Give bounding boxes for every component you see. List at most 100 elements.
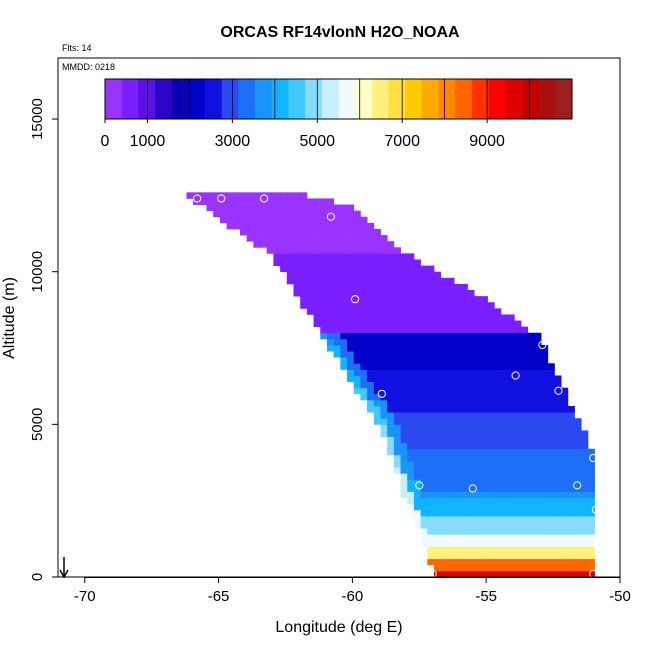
heatmap-cell: [480, 393, 488, 401]
heatmap-cell: [373, 253, 381, 260]
heatmap-cell: [306, 222, 314, 230]
heatmap-cell: [514, 564, 522, 572]
heatmap-cell: [454, 558, 462, 566]
heatmap-cell: [487, 369, 495, 376]
heatmap-cell: [326, 198, 335, 205]
heatmap-cell: [293, 222, 301, 230]
heatmap-cell: [427, 485, 435, 492]
heatmap-cell: [360, 222, 368, 230]
heatmap-cell: [474, 351, 482, 358]
heatmap-cell: [440, 326, 448, 334]
heatmap-cell: [300, 198, 308, 205]
heatmap-cell: [454, 430, 462, 437]
heatmap-cell: [434, 522, 442, 529]
heatmap-cell: [393, 338, 401, 346]
heatmap-cell: [347, 204, 355, 212]
heatmap-cell: [567, 418, 575, 425]
heatmap-cell: [373, 247, 381, 254]
heatmap-cell: [347, 338, 355, 346]
heatmap-cell: [347, 308, 355, 315]
heatmap-cell: [413, 424, 422, 431]
heatmap-cell: [534, 351, 542, 358]
heatmap-cell: [333, 296, 341, 303]
heatmap-cell: [300, 283, 308, 291]
heatmap-cell: [373, 277, 381, 285]
heatmap-cell: [333, 332, 341, 340]
heatmap-cell: [507, 344, 515, 352]
heatmap-cell: [554, 460, 562, 468]
heatmap-cell: [454, 528, 462, 535]
heatmap-cell: [460, 351, 468, 358]
heatmap-cell: [293, 259, 301, 266]
heatmap-cell: [514, 528, 522, 535]
heatmap-cell: [547, 546, 555, 553]
heatmap-cell: [440, 406, 448, 413]
heatmap-cell: [541, 509, 549, 517]
heatmap-cell: [447, 344, 455, 352]
heatmap-cell: [407, 369, 415, 376]
heatmap-cell: [333, 253, 341, 260]
heatmap-cell: [380, 302, 388, 309]
heatmap-cell: [320, 253, 328, 260]
heatmap-cell: [494, 460, 502, 468]
heatmap-cell: [340, 265, 348, 273]
heatmap-cell: [581, 564, 589, 572]
heatmap-cell: [266, 204, 274, 212]
heatmap-cell: [340, 338, 348, 346]
heatmap-cell: [507, 314, 515, 321]
heatmap-cell: [387, 381, 395, 389]
x-axis-label: Longitude (deg E): [275, 619, 402, 636]
heatmap-cell: [527, 387, 535, 395]
heatmap-cell: [487, 406, 495, 413]
heatmap-cell: [347, 228, 355, 236]
heatmap-cell: [494, 528, 502, 535]
arrow-head: [59, 569, 69, 579]
heatmap-cell: [407, 399, 415, 407]
heatmap-cell: [514, 430, 522, 437]
heatmap-cell: [500, 344, 508, 352]
heatmap-cell: [413, 320, 422, 328]
heatmap-cell: [427, 369, 435, 376]
heatmap-cell: [380, 399, 388, 407]
heatmap-cell: [400, 357, 408, 364]
colorbar-segment: [155, 79, 173, 119]
heatmap-cell: [360, 363, 368, 370]
heatmap-cell: [554, 430, 562, 437]
heatmap-cell: [387, 338, 395, 346]
heatmap-cell: [434, 424, 442, 431]
heatmap-cell: [561, 454, 569, 462]
heatmap-cell: [507, 558, 515, 566]
heatmap-cell: [527, 552, 535, 560]
heatmap-cell: [520, 412, 529, 419]
heatmap-cell: [581, 467, 589, 474]
heatmap-cell: [360, 357, 368, 364]
heatmap-cell: [380, 326, 388, 334]
heatmap-cell: [420, 265, 428, 273]
heatmap-cell: [494, 509, 502, 517]
heatmap-cell: [434, 430, 442, 437]
heatmap-cell: [407, 509, 415, 517]
heatmap-cell: [413, 332, 422, 340]
heatmap-cell: [427, 418, 435, 425]
heatmap-cell: [413, 308, 422, 315]
heatmap-cell: [266, 247, 274, 254]
heatmap-cell: [587, 528, 595, 535]
heatmap-cell: [353, 381, 361, 389]
heatmap-cell: [440, 283, 448, 291]
heatmap-cell: [427, 314, 435, 321]
heatmap-cell: [520, 344, 529, 352]
heatmap-cell: [514, 540, 522, 547]
heatmap-cell: [280, 222, 288, 230]
heatmap-cell: [460, 338, 468, 346]
heatmap-cell: [413, 522, 422, 529]
heatmap-cell: [440, 436, 448, 444]
heatmap-cell: [427, 320, 435, 328]
heatmap-cell: [413, 473, 422, 480]
heatmap-cell: [500, 467, 508, 474]
heatmap-cell: [360, 320, 368, 328]
heatmap-cell: [460, 448, 468, 456]
colorbar-segment: [488, 79, 506, 119]
heatmap-cell: [420, 424, 428, 431]
heatmap-cell: [347, 363, 355, 370]
heatmap-cell: [494, 564, 502, 572]
